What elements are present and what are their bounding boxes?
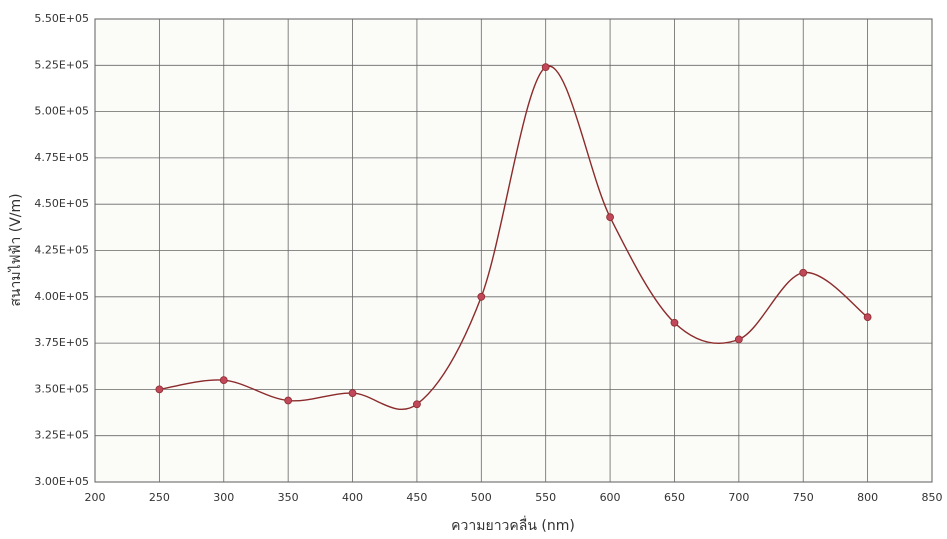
x-tick-label: 850	[922, 491, 943, 504]
x-axis-title: ความยาวคลื่น (nm)	[451, 516, 575, 534]
y-tick-label: 4.50E+05	[34, 197, 89, 210]
point	[864, 314, 871, 321]
point	[607, 214, 614, 221]
y-axis-title: สนามไฟฟ้า (V/m)	[7, 193, 24, 306]
y-tick-label: 3.25E+05	[34, 429, 89, 442]
point	[478, 293, 485, 300]
x-tick-label: 200	[85, 491, 106, 504]
point	[349, 390, 356, 397]
x-tick-label: 300	[213, 491, 234, 504]
y-tick-label: 4.75E+05	[34, 151, 89, 164]
x-tick-label: 450	[406, 491, 427, 504]
point	[285, 397, 292, 404]
x-tick-label: 500	[471, 491, 492, 504]
chart: ความยาวคลื่น (nm) สนามไฟฟ้า (V/m) 3.00E+…	[0, 0, 947, 539]
y-tick-label: 5.25E+05	[34, 58, 89, 71]
x-tick-label: 550	[535, 491, 556, 504]
x-tick-label: 750	[793, 491, 814, 504]
y-tick-label: 3.00E+05	[34, 475, 89, 488]
x-tick-label: 400	[342, 491, 363, 504]
x-tick-label: 650	[664, 491, 685, 504]
x-tick-label: 600	[600, 491, 621, 504]
y-tick-label: 5.50E+05	[34, 12, 89, 25]
y-tick-label: 4.25E+05	[34, 244, 89, 257]
x-tick-label: 700	[728, 491, 749, 504]
x-tick-label: 250	[149, 491, 170, 504]
point	[800, 269, 807, 276]
point	[413, 401, 420, 408]
point	[220, 377, 227, 384]
x-tick-label: 350	[278, 491, 299, 504]
point	[671, 319, 678, 326]
x-tick-label: 800	[857, 491, 878, 504]
y-tick-label: 5.00E+05	[34, 105, 89, 118]
y-tick-label: 4.00E+05	[34, 290, 89, 303]
y-tick-label: 3.50E+05	[34, 382, 89, 395]
point	[542, 64, 549, 71]
point	[735, 336, 742, 343]
point	[156, 386, 163, 393]
y-tick-label: 3.75E+05	[34, 336, 89, 349]
